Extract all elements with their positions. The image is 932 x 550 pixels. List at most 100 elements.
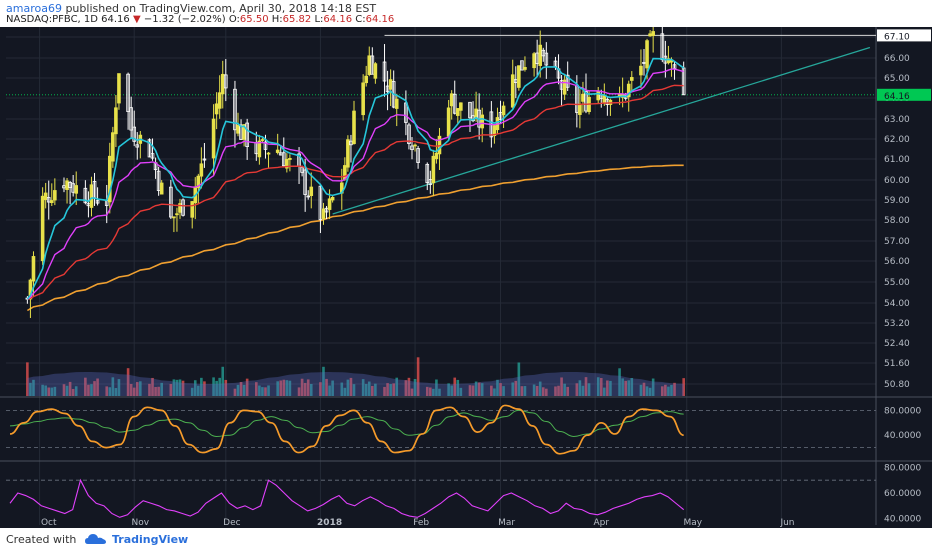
- volume-bar: [581, 385, 585, 396]
- volume-bar: [603, 387, 606, 396]
- time-tick-label: Apr: [593, 518, 609, 528]
- volume-bar: [407, 377, 411, 396]
- candle-body: [132, 126, 137, 142]
- volume-bar: [87, 384, 90, 396]
- candle-body: [388, 79, 393, 90]
- rsi-tick-label: 80.0000: [884, 463, 921, 473]
- candle-body: [501, 105, 506, 116]
- volume-bar: [584, 377, 588, 396]
- volume-bar: [84, 377, 87, 396]
- volume-bar: [374, 383, 377, 396]
- price-tick-label: 54.00: [884, 299, 910, 309]
- tradingview-cloud-icon: [85, 534, 106, 544]
- candle-body: [648, 33, 652, 37]
- created-with-label: Created with: [6, 533, 77, 546]
- candle-body: [532, 53, 536, 69]
- volume-bar: [129, 383, 133, 396]
- volume-bar: [343, 387, 347, 396]
- candle-body: [382, 61, 387, 82]
- volume-bar: [523, 386, 527, 396]
- candle-body: [330, 196, 335, 201]
- candle-body: [126, 73, 130, 112]
- candle-body: [452, 93, 457, 114]
- candle-body: [202, 158, 207, 161]
- volume-bar: [190, 387, 194, 396]
- candle-body: [49, 200, 54, 204]
- grid-lines: [6, 27, 876, 525]
- candle-body: [660, 33, 665, 61]
- candle-body: [263, 141, 268, 150]
- volume-bar: [297, 387, 301, 396]
- volume-bars: [26, 357, 685, 396]
- volume-bar: [71, 388, 75, 396]
- candle-body: [602, 95, 607, 104]
- author-link[interactable]: amaroa69: [6, 2, 62, 15]
- volume-bar: [493, 388, 496, 396]
- price-chart[interactable]: 50.80 51.60 52.40 53.20 54.00 55.00 56.00 57.00…: [0, 27, 932, 528]
- price-change: −1.32 (−2.02%): [143, 14, 226, 25]
- volume-bar: [90, 384, 93, 396]
- chart-background: [0, 27, 932, 528]
- volume-bar: [648, 387, 652, 396]
- price-tick-label: 60.00: [884, 176, 910, 186]
- volume-bar: [212, 377, 215, 396]
- price-tick-label: 50.80: [884, 380, 910, 390]
- volume-bar: [661, 386, 664, 396]
- volume-bar: [215, 380, 218, 396]
- volume-bar: [47, 387, 51, 396]
- candles: [25, 27, 686, 318]
- volume-bar: [65, 385, 69, 396]
- price-tick-label: 65.00: [884, 74, 910, 84]
- candle-body: [107, 155, 112, 203]
- price-tick-label: 56.00: [884, 257, 910, 267]
- candle-body: [394, 98, 399, 109]
- volume-bar: [383, 386, 386, 396]
- ema-fast-line: [26, 57, 685, 300]
- time-tick-label: Mar: [498, 518, 515, 528]
- volume-bar: [154, 386, 157, 396]
- candle-body: [565, 74, 570, 88]
- candle-body: [233, 88, 237, 131]
- symbol-line: NASDAQ:PFBC, 1D 64.16 ▼ −1.32 (−2.02%) O…: [6, 14, 394, 25]
- volume-bar: [621, 378, 624, 396]
- volume-bar: [517, 362, 521, 396]
- volume-bar: [151, 377, 154, 396]
- candle-body: [147, 139, 152, 158]
- candle-body: [117, 73, 121, 104]
- time-tick-label: Oct: [41, 518, 57, 528]
- price-tick-label: 51.60: [884, 359, 910, 369]
- volume-bar: [93, 381, 96, 396]
- volume-bar: [670, 385, 673, 396]
- candle-body: [260, 139, 265, 141]
- candle-body: [40, 195, 45, 262]
- candle-body: [639, 65, 643, 76]
- price-tick-label: 63.00: [884, 115, 910, 125]
- volume-bar: [148, 383, 151, 396]
- ema-mid-line: [27, 68, 684, 300]
- candle-body: [520, 60, 524, 71]
- candle-body: [327, 198, 332, 210]
- tradingview-brand[interactable]: TradingView: [112, 533, 189, 546]
- volume-bar: [639, 384, 643, 396]
- last-price-text: 64.16: [884, 92, 910, 102]
- rsi-line: [9, 478, 685, 518]
- volume-bar: [175, 379, 179, 396]
- candle-body: [361, 82, 365, 116]
- volume-bar: [135, 382, 139, 396]
- volume-bar: [62, 384, 66, 396]
- volume-bar: [74, 386, 78, 396]
- volume-bar: [395, 377, 399, 396]
- volume-bar: [599, 378, 603, 396]
- volume-bar: [541, 387, 545, 396]
- volume-bar: [319, 382, 322, 396]
- volume-bar: [169, 384, 173, 396]
- high-value: 65.82: [282, 14, 312, 25]
- volume-bar: [193, 380, 197, 396]
- volume-bar: [566, 386, 569, 396]
- candle-body: [474, 108, 478, 119]
- volume-bar: [203, 381, 206, 396]
- candle-body: [245, 122, 249, 147]
- volume-bar: [453, 377, 457, 396]
- chart-footer: Created with TradingView: [0, 528, 932, 550]
- volume-bar: [371, 385, 374, 396]
